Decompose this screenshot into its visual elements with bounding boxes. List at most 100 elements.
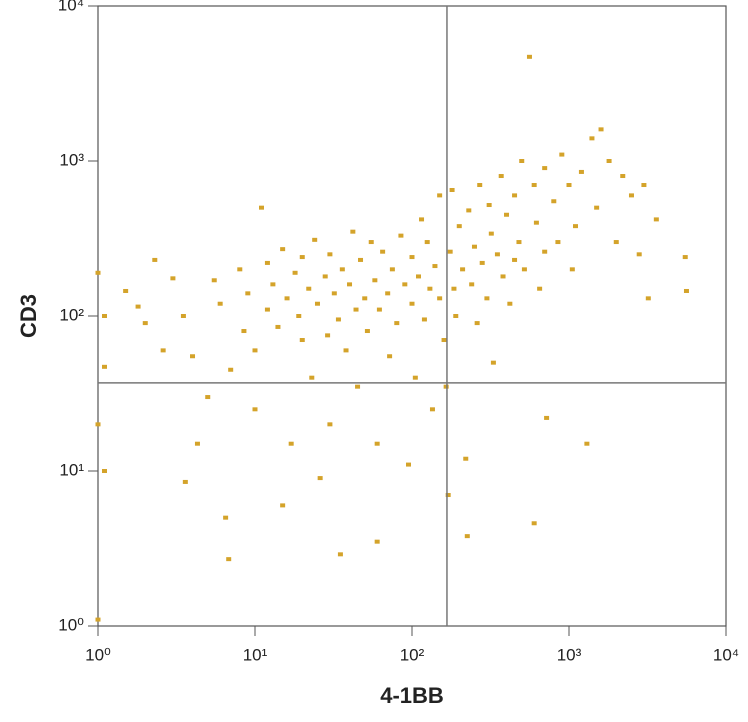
data-point bbox=[682, 255, 688, 260]
data-point bbox=[471, 244, 477, 249]
data-point bbox=[526, 54, 532, 59]
x-tick-label: 10² bbox=[400, 645, 425, 664]
data-point bbox=[264, 307, 270, 312]
data-point bbox=[398, 233, 404, 238]
data-point bbox=[488, 231, 494, 236]
y-tick-label: 10⁰ bbox=[58, 615, 84, 634]
data-point bbox=[280, 503, 286, 508]
data-point bbox=[350, 229, 356, 234]
data-point bbox=[453, 314, 459, 318]
data-point bbox=[559, 152, 565, 157]
data-point bbox=[299, 255, 305, 260]
data-point bbox=[409, 255, 415, 260]
data-point bbox=[519, 159, 525, 163]
data-point bbox=[296, 314, 302, 318]
data-point bbox=[182, 479, 188, 484]
data-point bbox=[645, 296, 651, 301]
data-point bbox=[584, 441, 590, 446]
data-point bbox=[589, 136, 595, 141]
data-point bbox=[516, 240, 522, 245]
data-point bbox=[299, 338, 305, 343]
data-point bbox=[228, 367, 234, 372]
data-point bbox=[190, 354, 196, 359]
data-point bbox=[486, 203, 492, 208]
data-point bbox=[507, 301, 513, 306]
data-point bbox=[101, 364, 107, 369]
data-point bbox=[241, 329, 247, 334]
data-point bbox=[474, 321, 480, 326]
data-point bbox=[683, 288, 689, 293]
data-point bbox=[419, 217, 425, 222]
data-point bbox=[288, 441, 294, 446]
data-point bbox=[160, 348, 166, 353]
data-point bbox=[555, 240, 561, 245]
data-point bbox=[217, 301, 223, 306]
data-point bbox=[205, 395, 211, 400]
data-point bbox=[306, 286, 312, 291]
data-point bbox=[441, 338, 447, 343]
data-point bbox=[355, 384, 361, 389]
data-point bbox=[264, 260, 270, 265]
data-point bbox=[437, 193, 443, 198]
data-point bbox=[314, 301, 320, 306]
data-point bbox=[337, 552, 343, 557]
data-point bbox=[406, 462, 412, 467]
data-point bbox=[412, 375, 418, 380]
data-point bbox=[95, 270, 101, 275]
data-point bbox=[521, 267, 527, 272]
data-point bbox=[245, 291, 251, 296]
data-point bbox=[424, 240, 430, 245]
data-point bbox=[309, 375, 315, 380]
data-point bbox=[494, 252, 500, 257]
data-point bbox=[387, 354, 393, 359]
data-point bbox=[374, 441, 380, 446]
data-point bbox=[500, 274, 506, 279]
data-point bbox=[429, 407, 435, 412]
data-point bbox=[389, 267, 395, 272]
data-point bbox=[620, 174, 626, 179]
data-point bbox=[641, 183, 647, 188]
data-point bbox=[223, 515, 229, 520]
data-point bbox=[376, 307, 382, 312]
data-point bbox=[566, 183, 572, 188]
x-tick-label: 10⁰ bbox=[85, 645, 111, 664]
y-tick-label: 10¹ bbox=[59, 460, 84, 479]
x-tick-label: 10¹ bbox=[243, 645, 268, 664]
data-point bbox=[380, 249, 386, 254]
data-point bbox=[95, 617, 101, 622]
data-point bbox=[628, 193, 634, 198]
data-point bbox=[226, 557, 232, 562]
data-point bbox=[402, 282, 408, 287]
data-point bbox=[339, 267, 345, 272]
data-point bbox=[325, 333, 331, 338]
data-point bbox=[447, 249, 453, 254]
data-point bbox=[479, 260, 485, 265]
data-point bbox=[598, 127, 604, 132]
data-point bbox=[237, 267, 243, 272]
data-point bbox=[362, 296, 368, 301]
data-point bbox=[460, 267, 466, 272]
data-point bbox=[374, 539, 380, 544]
data-point bbox=[194, 441, 200, 446]
data-point bbox=[578, 169, 584, 174]
data-point bbox=[490, 360, 496, 365]
data-point bbox=[211, 278, 217, 283]
data-point bbox=[275, 324, 281, 329]
data-point bbox=[368, 240, 374, 245]
data-point bbox=[322, 274, 328, 279]
data-point bbox=[551, 199, 557, 204]
data-point bbox=[451, 286, 457, 291]
data-point bbox=[636, 252, 642, 257]
data-point bbox=[95, 422, 101, 427]
data-point bbox=[142, 321, 148, 326]
data-point bbox=[427, 286, 433, 291]
y-tick-label: 10³ bbox=[59, 150, 84, 169]
data-point bbox=[394, 321, 400, 326]
y-tick-label: 10⁴ bbox=[58, 0, 84, 14]
x-tick-label: 10³ bbox=[557, 645, 582, 664]
data-point bbox=[327, 422, 333, 427]
data-point bbox=[252, 348, 258, 353]
data-point bbox=[312, 237, 318, 242]
x-tick-label: 10⁴ bbox=[713, 645, 739, 664]
